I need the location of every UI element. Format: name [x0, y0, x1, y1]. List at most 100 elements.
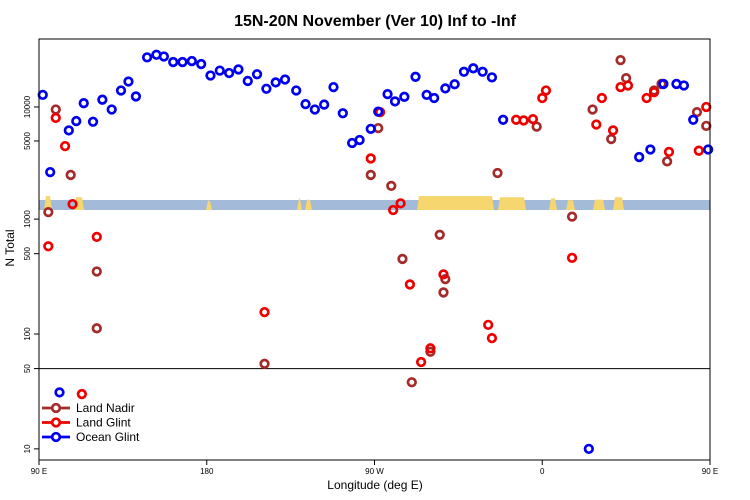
legend-label: Land Glint: [76, 416, 131, 430]
data-point: [702, 144, 714, 155]
land-patch: [498, 197, 526, 210]
chart-title: 15N-20N November (Ver 10) Inf to -Inf: [234, 13, 517, 30]
data-point: [389, 96, 401, 107]
data-point: [76, 388, 88, 400]
data-point: [661, 156, 673, 167]
data-point: [648, 87, 660, 98]
data-point: [497, 114, 509, 125]
land-patch: [297, 198, 302, 210]
data-point: [91, 266, 102, 277]
data-point: [691, 106, 703, 118]
data-point: [663, 146, 675, 158]
data-point: [365, 169, 376, 181]
data-point: [242, 75, 253, 87]
data-point: [440, 83, 451, 94]
data-point: [406, 377, 417, 388]
data-points: [37, 49, 714, 455]
data-point: [177, 56, 188, 68]
data-point: [91, 323, 102, 334]
data-point: [566, 252, 578, 263]
data-point: [205, 70, 216, 81]
data-point: [328, 81, 339, 93]
y-tick-label: 10000: [23, 95, 32, 118]
data-point: [50, 112, 61, 124]
y-axis-label: N Total: [3, 229, 17, 266]
data-point: [54, 387, 65, 398]
data-point: [701, 101, 712, 113]
data-point: [434, 229, 445, 240]
land-patch: [417, 196, 494, 210]
land-patch: [44, 196, 52, 210]
data-point: [97, 94, 108, 105]
data-point: [591, 119, 602, 130]
y-axis: 5000 10000 10 50 100 500 1000: [23, 95, 39, 453]
data-point: [233, 64, 244, 75]
data-point: [399, 91, 410, 102]
data-point: [270, 77, 281, 88]
data-point: [337, 108, 348, 119]
data-point: [622, 80, 634, 91]
land-patch: [549, 198, 557, 210]
data-point: [319, 99, 330, 110]
land-patch: [593, 199, 605, 210]
data-point: [483, 319, 494, 331]
land-mask-band: [39, 196, 710, 210]
data-point: [259, 306, 270, 318]
y-tick-label: 10: [23, 444, 32, 453]
y-tick-label: 500: [23, 246, 32, 260]
data-point: [518, 115, 529, 126]
land-patch: [613, 197, 624, 210]
data-point: [477, 66, 488, 77]
data-point: [606, 133, 617, 145]
data-point: [634, 151, 645, 163]
data-point: [251, 69, 263, 80]
data-point: [486, 72, 498, 83]
data-point: [615, 54, 626, 66]
data-point: [387, 204, 399, 216]
data-point: [425, 343, 436, 354]
data-point: [37, 89, 48, 101]
data-point: [458, 66, 470, 77]
data-point: [468, 63, 479, 74]
data-point: [641, 92, 652, 104]
x-axis-label: Longitude (deg E): [327, 478, 422, 492]
data-point: [300, 98, 311, 110]
legend-marker: [50, 431, 62, 443]
data-point: [309, 104, 321, 115]
data-point: [50, 104, 61, 115]
legend-label: Ocean Glint: [76, 430, 140, 444]
data-point: [386, 180, 397, 192]
data-point: [397, 253, 408, 265]
data-point: [701, 120, 712, 132]
data-point: [43, 206, 54, 218]
data-point: [214, 65, 225, 76]
data-point: [354, 134, 365, 146]
data-point: [45, 166, 56, 178]
data-point: [540, 85, 552, 96]
data-point: [596, 92, 608, 104]
data-point: [645, 144, 656, 155]
plot-border: [38, 38, 711, 461]
data-point: [587, 104, 598, 115]
data-point: [259, 358, 270, 369]
data-point: [382, 88, 393, 100]
data-point: [158, 51, 170, 62]
y-tick-label: 1000: [23, 210, 32, 228]
data-point: [141, 52, 153, 63]
data-point: [492, 167, 503, 179]
data-point: [196, 58, 207, 70]
data-point: [65, 169, 76, 181]
data-point: [291, 85, 302, 96]
data-point: [678, 80, 690, 91]
data-point: [87, 116, 99, 127]
data-point: [531, 121, 542, 132]
data-point: [186, 55, 197, 67]
data-point: [365, 153, 376, 164]
data-point: [91, 231, 102, 243]
data-point: [168, 56, 179, 68]
series-ocean-glint: [37, 49, 714, 455]
ocean-band: [39, 200, 710, 210]
data-point: [373, 106, 384, 117]
data-point: [415, 356, 427, 368]
